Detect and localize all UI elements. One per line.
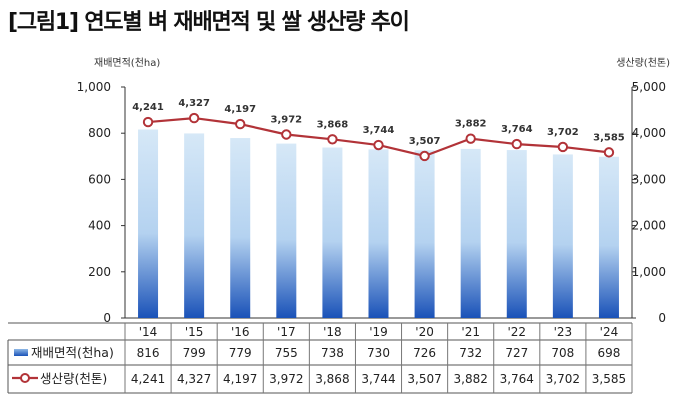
line-point (235, 118, 246, 130)
table-cell-production: 3,702 (546, 372, 580, 386)
right-tick-label: 5,000 (632, 80, 666, 94)
line-point (142, 116, 154, 128)
line-point (281, 129, 292, 140)
right-tick-label: 0 (658, 311, 666, 325)
line-point (511, 138, 522, 150)
left-axis-title: 재배면적(천ha) (94, 57, 160, 69)
table-cell-area: 755 (275, 346, 298, 360)
right-tick-label: 3,000 (632, 172, 666, 186)
table-cell-area: 732 (459, 346, 482, 360)
line-data-label: 3,585 (593, 132, 625, 143)
line-point (327, 134, 338, 145)
left-tick-label: 600 (88, 172, 111, 186)
x-tick-label: '24 (600, 325, 619, 339)
left-tick-label: 800 (88, 126, 111, 140)
x-tick-label: '20 (415, 325, 434, 339)
right-tick-label: 4,000 (632, 126, 666, 140)
legend-bar-swatch (14, 349, 28, 356)
line-data-label: 3,868 (317, 119, 349, 130)
line-point (465, 133, 476, 144)
table-cell-production: 3,764 (500, 372, 534, 386)
bar-21 (460, 148, 481, 318)
bar-16 (230, 138, 251, 318)
table-cell-production: 3,585 (592, 372, 626, 386)
table-cell-area: 779 (229, 346, 252, 360)
table-cell-production: 4,327 (177, 372, 211, 386)
table-cell-production: 3,972 (269, 372, 303, 386)
x-tick-label: '17 (277, 325, 296, 339)
x-tick-label: '15 (185, 325, 204, 339)
line-point (603, 147, 615, 158)
table-cell-production: 4,197 (223, 372, 257, 386)
left-tick-label: 400 (88, 219, 111, 233)
line-point (373, 139, 384, 151)
x-tick-label: '22 (507, 325, 526, 339)
right-axis-title: 생산량(천톤) (616, 57, 670, 69)
table-cell-production: 3,507 (407, 372, 441, 386)
legend-bar-label: 재배면적(천ha) (31, 345, 114, 360)
line-data-label: 4,241 (132, 102, 164, 113)
table-cell-area: 738 (321, 346, 344, 360)
x-tick-label: '14 (139, 325, 158, 339)
line-data-label: 3,972 (270, 114, 302, 125)
legend-line-label: 생산량(천톤) (40, 371, 107, 386)
bar-14 (138, 129, 159, 318)
left-tick-label: 200 (88, 265, 111, 279)
line-point (419, 150, 430, 162)
bar-23 (552, 154, 573, 318)
table-cell-area: 708 (551, 346, 574, 360)
line-data-label: 3,702 (547, 127, 579, 138)
line-data-label: 4,327 (178, 98, 210, 109)
x-tick-label: '21 (461, 325, 480, 339)
table-cell-production: 3,744 (361, 372, 395, 386)
table-cell-production: 3,882 (454, 372, 488, 386)
x-tick-label: '18 (323, 325, 342, 339)
left-tick-label: 0 (103, 311, 111, 325)
bar-22 (506, 150, 527, 318)
line-point (188, 112, 200, 124)
line-data-label: 3,507 (409, 136, 441, 147)
bar-18 (322, 147, 343, 318)
x-tick-label: '23 (554, 325, 573, 339)
table-cell-area: 730 (367, 346, 390, 360)
table-cell-production: 3,868 (315, 372, 349, 386)
bar-19 (368, 149, 389, 318)
line-point (557, 141, 569, 153)
right-tick-label: 2,000 (632, 219, 666, 233)
bar-17 (276, 143, 297, 318)
line-data-label: 3,744 (363, 125, 395, 136)
right-tick-label: 1,000 (632, 265, 666, 279)
x-tick-label: '16 (231, 325, 250, 339)
line-data-label: 3,882 (455, 119, 487, 130)
legend-line-marker (20, 373, 30, 383)
line-data-label: 3,764 (501, 124, 533, 135)
x-tick-label: '19 (369, 325, 388, 339)
line-data-label: 4,197 (224, 104, 256, 115)
left-tick-label: 1,000 (77, 80, 111, 94)
table-cell-area: 799 (183, 346, 206, 360)
bar-15 (184, 133, 205, 318)
table-cell-area: 726 (413, 346, 436, 360)
table-cell-area: 727 (505, 346, 528, 360)
bar-20 (414, 150, 435, 318)
bar-24 (598, 156, 619, 318)
table-cell-area: 698 (598, 346, 621, 360)
table-cell-production: 4,241 (131, 372, 165, 386)
page-title: [그림1] 연도별 벼 재배면적 및 쌀 생산량 추이 (8, 10, 410, 35)
table-cell-area: 816 (137, 346, 160, 360)
